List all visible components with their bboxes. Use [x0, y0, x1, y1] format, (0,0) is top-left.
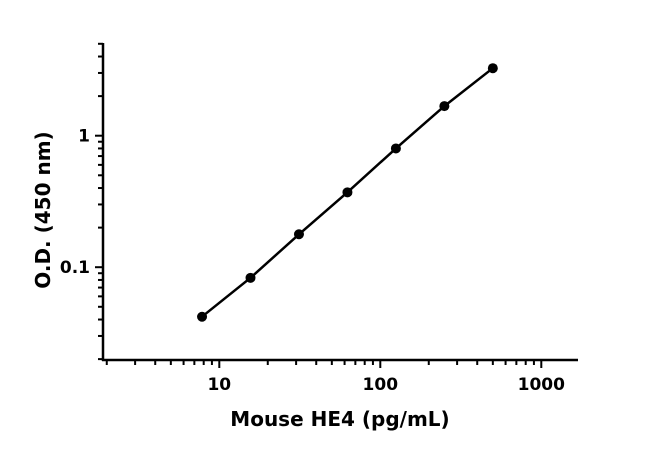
x-axis-title: Mouse HE4 (pg/mL) — [230, 407, 449, 431]
data-point — [342, 187, 353, 198]
data-point — [293, 229, 304, 240]
data-point — [245, 272, 256, 283]
tick-labels: 10 100 1000 0.1 1 — [60, 127, 565, 395]
series — [197, 63, 498, 322]
data-point — [390, 143, 401, 154]
x-tick-label: 10 — [207, 375, 231, 395]
y-tick-label: 0.1 — [60, 258, 90, 278]
y-tick-label: 1 — [78, 127, 90, 147]
data-point — [439, 101, 450, 112]
x-tick-label: 1000 — [518, 375, 565, 395]
x-tick-label: 100 — [363, 375, 399, 395]
data-point — [487, 63, 498, 74]
y-axis-title: O.D. (450 nm) — [31, 131, 55, 288]
ticks — [95, 42, 543, 368]
data-point — [197, 311, 208, 322]
